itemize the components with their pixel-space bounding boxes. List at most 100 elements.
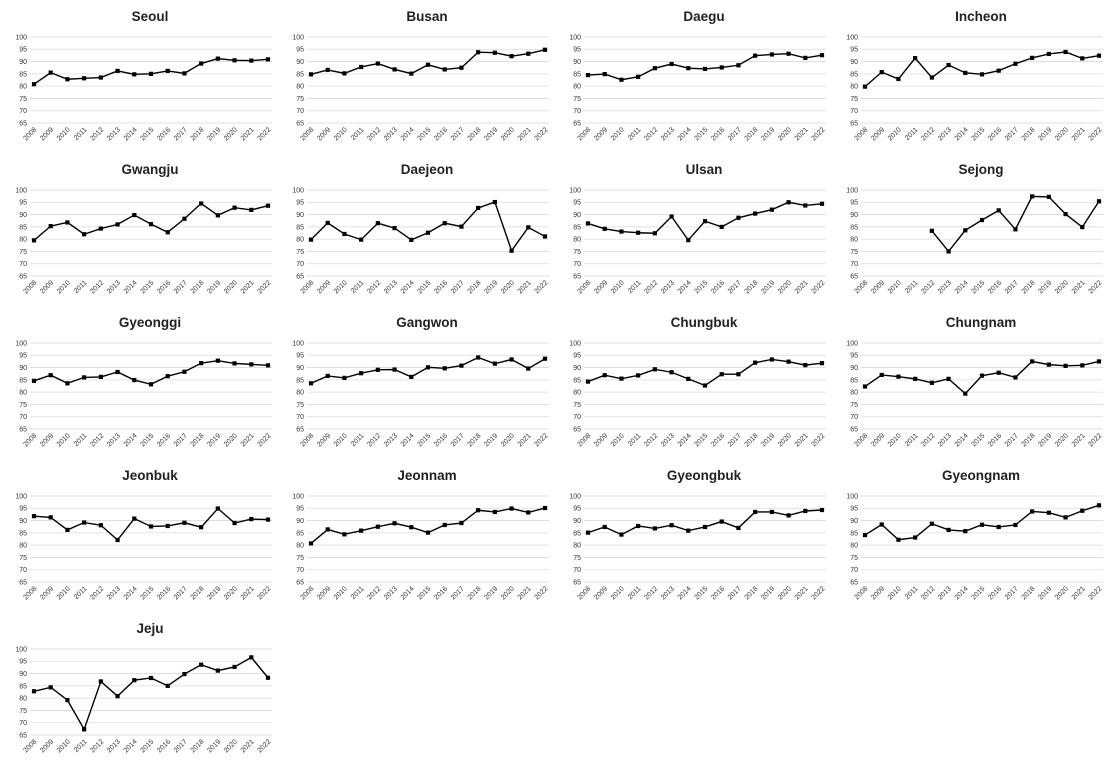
y-tick-label: 90 [19, 671, 27, 678]
y-tick-label: 90 [573, 212, 581, 219]
x-tick-label: 2009 [39, 279, 55, 295]
x-tick-label: 2011 [627, 432, 643, 448]
y-tick-label: 70 [19, 720, 27, 727]
y-tick-label: 70 [19, 108, 27, 115]
data-point [359, 237, 364, 242]
x-tick-label: 2021 [240, 279, 256, 295]
data-point [375, 61, 380, 66]
data-point [165, 230, 170, 235]
data-point [719, 224, 724, 229]
data-point [585, 221, 591, 226]
data-point [979, 217, 985, 223]
data-point [476, 50, 481, 55]
x-tick-label: 2010 [56, 585, 72, 601]
y-tick-label: 80 [573, 84, 581, 91]
data-point [819, 361, 825, 366]
y-tick-label: 85 [296, 71, 304, 78]
x-tick-label: 2020 [1054, 279, 1070, 295]
data-point [82, 232, 87, 237]
y-tick-label: 80 [19, 390, 27, 397]
x-tick-label: 2008 [22, 126, 38, 142]
x-tick-label: 2011 [904, 126, 920, 142]
data-point [148, 71, 154, 76]
data-point [232, 520, 237, 526]
y-tick-label: 90 [19, 59, 27, 66]
x-tick-label: 2012 [643, 585, 659, 601]
x-tick-label: 2008 [576, 126, 592, 142]
x-tick-label: 2020 [223, 585, 239, 601]
x-tick-label: 2008 [22, 585, 38, 601]
x-tick-label: 2018 [1021, 432, 1037, 448]
x-tick-label: 2016 [710, 126, 726, 142]
chart-panel-chungbuk: Chungbuk 65 70 75 80 85 90 95 100 2008 2009 2010 201… [556, 308, 832, 460]
data-point [509, 54, 514, 59]
data-point [1013, 375, 1018, 380]
chart-panel-ulsan: Ulsan 65 70 75 80 85 90 95 100 2008 2009 2010 2011 20… [556, 155, 832, 307]
data-point [636, 373, 641, 378]
data-point [342, 71, 347, 76]
x-tick-label: 2021 [517, 279, 533, 295]
series-line [310, 507, 546, 544]
x-tick-label: 2011 [73, 126, 89, 142]
x-tick-label: 2020 [1054, 126, 1070, 142]
x-tick-label: 2020 [1054, 432, 1070, 448]
y-tick-label: 85 [573, 530, 581, 537]
data-point [98, 523, 103, 528]
x-tick-label: 2016 [433, 126, 449, 142]
x-tick-label: 2013 [660, 432, 676, 448]
x-tick-label: 2015 [970, 585, 986, 601]
y-tick-label: 85 [296, 530, 304, 537]
data-point [165, 683, 170, 688]
data-point [325, 67, 330, 73]
y-tick-label: 75 [573, 249, 581, 256]
x-tick-label: 2012 [89, 279, 105, 295]
panel-title: Busan [406, 9, 447, 24]
data-point [65, 220, 70, 225]
data-point [1013, 522, 1018, 528]
data-point [929, 380, 934, 385]
data-point [215, 668, 220, 673]
x-tick-label: 2020 [500, 279, 516, 295]
panel-title: Jeonnam [397, 468, 456, 483]
data-point [65, 698, 70, 703]
x-tick-label: 2012 [366, 126, 382, 142]
data-point [392, 225, 397, 231]
data-point [1013, 61, 1018, 66]
data-point [182, 216, 187, 221]
data-point [199, 61, 204, 66]
chart-panel-daejeon: Daejeon 65 70 75 80 85 90 95 100 2008 2009 2010 2011… [279, 155, 555, 307]
x-tick-label: 2014 [123, 279, 139, 295]
data-point [409, 71, 414, 76]
x-tick-label: 2016 [156, 432, 172, 448]
x-tick-label: 2019 [483, 432, 499, 448]
panel-title: Jeonbuk [122, 468, 178, 483]
data-point [65, 381, 70, 386]
data-point [1046, 510, 1051, 515]
y-tick-label: 70 [296, 108, 304, 115]
data-point [896, 537, 901, 542]
x-tick-label: 2015 [416, 432, 432, 448]
x-tick-label: 2018 [744, 432, 760, 448]
data-point [996, 370, 1001, 375]
x-tick-label: 2018 [190, 279, 206, 295]
y-tick-label: 65 [19, 273, 27, 280]
x-tick-label: 2010 [610, 279, 626, 295]
x-tick-label: 2016 [987, 279, 1003, 295]
x-tick-label: 2009 [316, 585, 332, 601]
data-point [946, 249, 951, 254]
y-tick-label: 70 [573, 414, 581, 421]
data-point [232, 664, 237, 670]
x-tick-label: 2018 [467, 432, 483, 448]
y-tick-label: 80 [850, 237, 858, 244]
x-tick-label: 2015 [139, 585, 155, 601]
y-tick-label: 85 [19, 530, 27, 537]
y-tick-label: 65 [850, 579, 858, 586]
y-tick-label: 75 [296, 96, 304, 103]
panel-title: Sejong [958, 162, 1003, 177]
x-tick-label: 2011 [73, 738, 89, 754]
x-tick-label: 2016 [987, 126, 1003, 142]
y-tick-label: 85 [19, 224, 27, 231]
